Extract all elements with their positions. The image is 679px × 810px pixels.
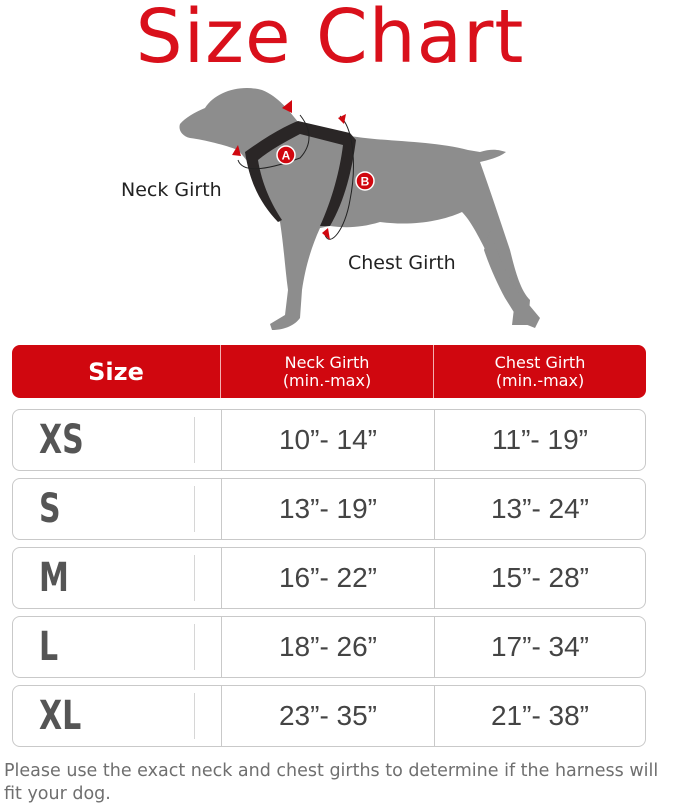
- dog-harness-illustration: A B: [179, 88, 540, 330]
- table-row: M 16”- 22” 15”- 28”: [12, 547, 646, 609]
- chest-cell: 15”- 28”: [490, 562, 590, 593]
- chest-cell: 11”- 19”: [492, 424, 588, 455]
- neck-cell: 13”- 19”: [222, 479, 435, 539]
- header-neck-line1: Neck Girth: [284, 352, 370, 372]
- marker-a: A: [276, 145, 296, 165]
- dog-hind-leg: [484, 230, 540, 328]
- chest-cell: 17”- 34”: [490, 631, 590, 662]
- chest-girth-label: Chest Girth: [348, 252, 456, 274]
- neck-cell: 18”- 26”: [222, 617, 435, 677]
- header-chest-line1: Chest Girth: [494, 352, 586, 372]
- table-row: L 18”- 26” 17”- 34”: [12, 616, 646, 678]
- table-row: XL 23”- 35” 21”- 38”: [12, 685, 646, 747]
- table-row: S 13”- 19” 13”- 24”: [12, 478, 646, 540]
- header-chest-line2: (min.-max): [495, 370, 585, 390]
- arrow-icon: [232, 100, 346, 240]
- header-size: Size: [12, 345, 221, 398]
- table-header: Size Neck Girth (min.-max) Chest Girth (mi…: [12, 345, 646, 398]
- dog-silhouette: [179, 88, 530, 330]
- header-chest-girth: Chest Girth (min.-max): [434, 345, 646, 398]
- harness-strap: [245, 121, 356, 226]
- header-neck-line2: (min.-max): [282, 370, 372, 390]
- marker-b: B: [355, 171, 375, 191]
- fit-note: Please use the exact neck and chest girt…: [4, 761, 659, 804]
- marker-b-label: B: [361, 175, 370, 189]
- header-neck-girth: Neck Girth (min.-max): [221, 345, 434, 398]
- size-cell: M: [39, 555, 195, 601]
- size-cell: S: [39, 486, 195, 532]
- chest-cell: 21”- 38”: [490, 700, 590, 731]
- page-title: Size Chart: [135, 0, 525, 80]
- size-cell: XS: [39, 417, 195, 463]
- neck-cell: 10”- 14”: [222, 410, 435, 470]
- table-row: XS 10”- 14” 11”- 19”: [12, 409, 646, 471]
- marker-a-label: A: [282, 149, 291, 163]
- chest-cell: 13”- 24”: [490, 493, 590, 524]
- size-cell: XL: [39, 693, 195, 739]
- neck-cell: 23”- 35”: [222, 686, 435, 746]
- neck-girth-label: Neck Girth: [121, 179, 222, 201]
- neck-cell: 16”- 22”: [222, 548, 435, 608]
- size-cell: L: [39, 624, 195, 670]
